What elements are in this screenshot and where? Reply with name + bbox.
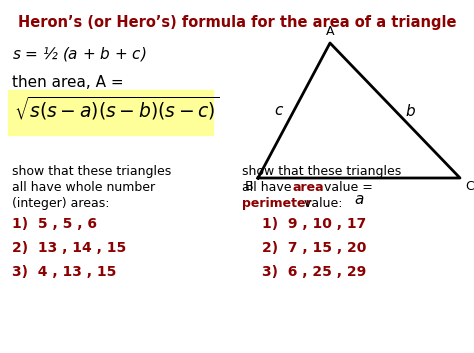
Text: 2)  13 , 14 , 15: 2) 13 , 14 , 15 <box>12 241 126 255</box>
Text: show that these triangles: show that these triangles <box>12 165 171 178</box>
Text: $a$: $a$ <box>354 192 364 207</box>
Text: 3)  4 , 13 , 15: 3) 4 , 13 , 15 <box>12 265 117 279</box>
Text: 1)  5 , 5 , 6: 1) 5 , 5 , 6 <box>12 217 97 231</box>
Text: (integer) areas:: (integer) areas: <box>12 197 109 210</box>
Text: value:: value: <box>300 197 343 210</box>
Bar <box>8 90 213 135</box>
Text: value =: value = <box>320 181 373 194</box>
Text: all have whole number: all have whole number <box>12 181 155 194</box>
Text: 1)  9 , 10 , 17: 1) 9 , 10 , 17 <box>262 217 366 231</box>
Text: B: B <box>245 180 253 193</box>
Text: A: A <box>326 25 334 38</box>
Text: then area, A =: then area, A = <box>12 75 124 90</box>
Text: C: C <box>465 180 474 193</box>
Text: show that these triangles: show that these triangles <box>242 165 401 178</box>
Text: 3)  6 , 25 , 29: 3) 6 , 25 , 29 <box>262 265 366 279</box>
Text: $c$: $c$ <box>274 103 284 118</box>
Text: all have: all have <box>242 181 295 194</box>
Text: Heron’s (or Hero’s) formula for the area of a triangle: Heron’s (or Hero’s) formula for the area… <box>18 15 456 30</box>
Text: $b$: $b$ <box>405 102 416 119</box>
Text: $s$ = ½ ($a$ + $b$ + $c$): $s$ = ½ ($a$ + $b$ + $c$) <box>12 45 147 63</box>
Text: area: area <box>293 181 325 194</box>
Text: 2)  7 , 15 , 20: 2) 7 , 15 , 20 <box>262 241 366 255</box>
Text: perimeter: perimeter <box>242 197 311 210</box>
Text: $\sqrt{s(s-a)(s-b)(s-c)}$: $\sqrt{s(s-a)(s-b)(s-c)}$ <box>14 95 219 122</box>
